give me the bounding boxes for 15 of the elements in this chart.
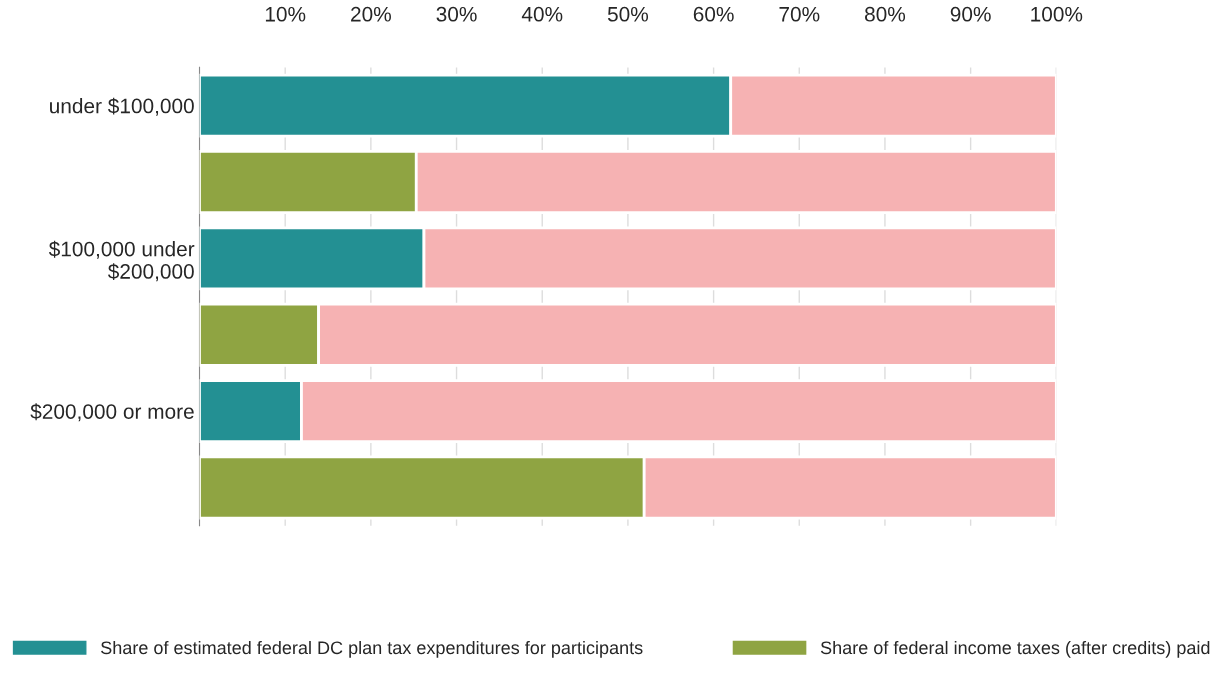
- x-tick-label: 100%: [1031, 6, 1083, 22]
- y-tick-label: $100,000 under $200,000: [48, 240, 195, 282]
- y-tick-label: under $100,000: [50, 97, 194, 116]
- x-tick-label: 40%: [521, 6, 563, 22]
- x-tick-label: 60%: [693, 6, 734, 22]
- x-tick-label: 80%: [865, 6, 906, 22]
- x-tick-label: 30%: [436, 6, 477, 22]
- x-tick-label: 20%: [351, 6, 391, 22]
- x-tick-label: 50%: [607, 6, 649, 22]
- legend-label: Share of federal income taxes (after credits) paid: [820, 640, 1210, 658]
- legend-label: Share of estimated federal DC plan tax expenditures for participants: [101, 640, 643, 658]
- x-tick-label: 90%: [950, 6, 991, 22]
- x-tick-label: 10%: [265, 6, 306, 22]
- x-tick-label: 70%: [779, 6, 820, 22]
- y-tick-label: $200,000 or more: [30, 403, 194, 422]
